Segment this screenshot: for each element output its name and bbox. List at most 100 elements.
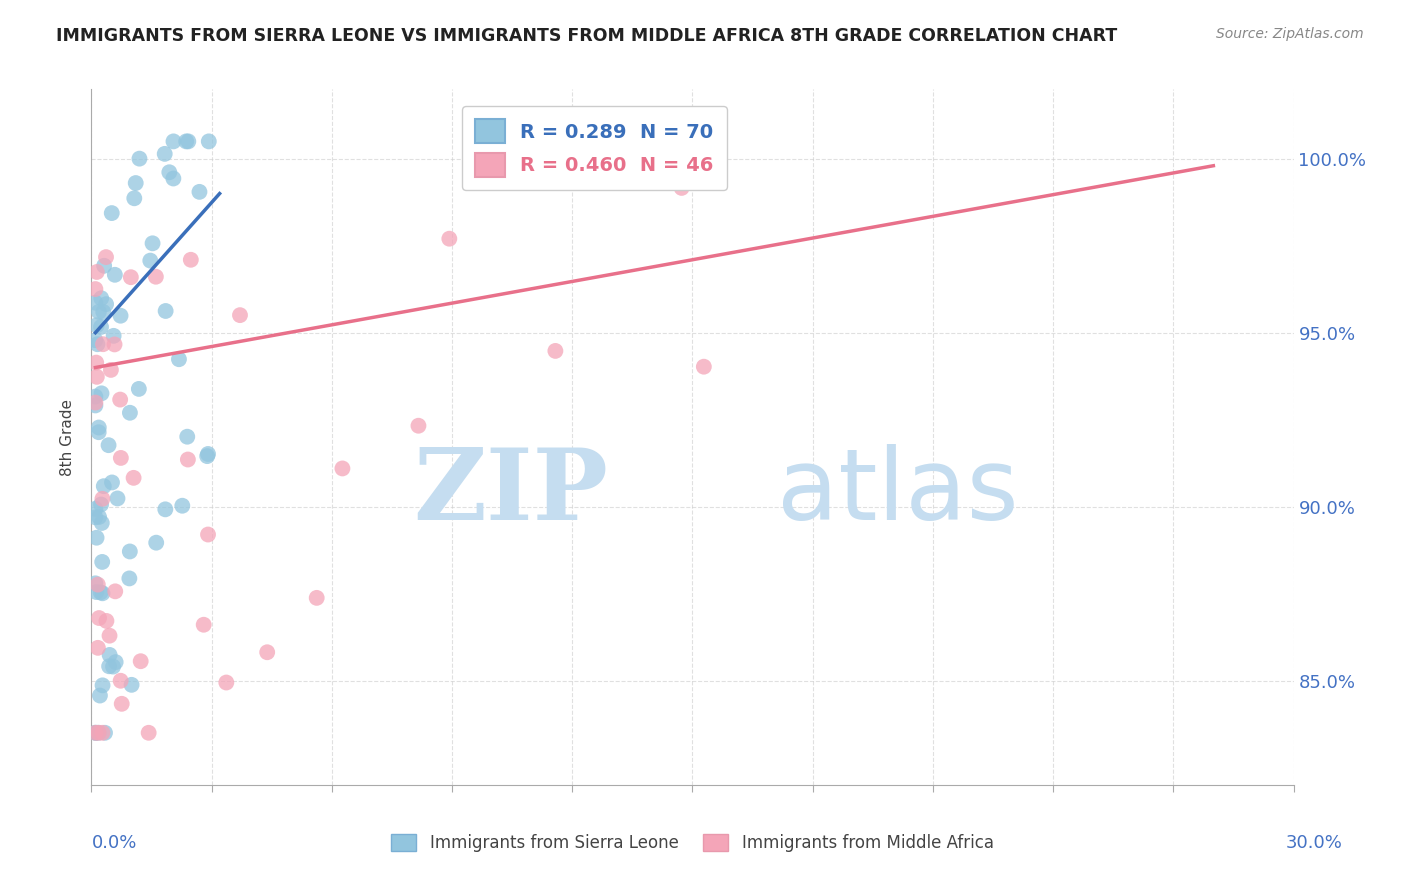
Point [101,659,124,673]
Point [544,343,567,358]
Point [531,145,554,159]
Point [86,585,108,599]
Point [90,516,112,530]
Text: Source: ZipAtlas.com: Source: ZipAtlas.com [1216,27,1364,41]
Point [100,363,122,377]
Point [91,678,114,692]
Point [84,399,107,413]
Point [87,425,110,440]
Point [87,420,110,434]
Point [87,640,110,655]
Point [84,390,107,404]
Point [155,502,177,516]
Point [120,270,142,285]
Point [84,725,107,739]
Point [124,191,146,205]
Text: ZIP: ZIP [413,444,609,541]
Point [145,535,167,549]
Point [107,491,129,506]
Point [198,135,221,149]
Point [84,295,107,310]
Point [162,171,184,186]
Text: atlas: atlas [776,444,1018,541]
Point [86,369,108,384]
Point [157,165,180,179]
Point [614,145,637,159]
Point [155,304,177,318]
Point [84,576,107,591]
Legend: Immigrants from Sierra Leone, Immigrants from Middle Africa: Immigrants from Sierra Leone, Immigrants… [382,825,1002,860]
Point [193,617,215,632]
Point [86,318,108,333]
Point [91,586,114,600]
Text: IMMIGRANTS FROM SIERRA LEONE VS IMMIGRANTS FROM MIDDLE AFRICA 8TH GRADE CORRELAT: IMMIGRANTS FROM SIERRA LEONE VS IMMIGRAN… [56,27,1118,45]
Point [90,291,112,305]
Point [501,145,523,159]
Point [104,268,127,282]
Point [98,648,121,662]
Point [176,430,198,444]
Point [87,577,110,591]
Point [84,501,107,516]
Point [180,252,202,267]
Point [110,673,132,688]
Point [91,337,114,351]
Point [91,305,114,319]
Point [84,725,107,739]
Point [439,232,461,246]
Point [305,591,328,605]
Point [87,611,110,625]
Point [103,329,125,343]
Point [94,250,117,264]
Point [108,392,131,407]
Point [98,629,121,643]
Point [172,499,194,513]
Point [153,146,176,161]
Point [118,406,141,420]
Point [104,584,127,599]
Point [90,386,112,401]
Point [197,527,219,541]
Point [197,447,219,461]
Point [91,555,114,569]
Point [129,654,152,668]
Point [98,659,121,673]
Point [101,475,124,490]
Point [188,185,211,199]
Point [167,352,190,367]
Point [693,359,716,374]
Point [87,305,110,319]
Point [93,479,115,493]
Point [91,491,114,506]
Point [86,337,108,351]
Point [86,265,108,279]
Point [90,585,112,599]
Point [84,510,107,524]
Point [408,418,430,433]
Text: 30.0%: 30.0% [1286,834,1343,852]
Point [100,206,122,220]
Point [128,152,150,166]
Point [118,544,141,558]
Point [195,449,218,463]
Point [174,135,197,149]
Point [671,181,693,195]
Point [162,135,184,149]
Point [87,725,110,739]
Point [128,382,150,396]
Point [84,333,107,347]
Point [104,655,127,669]
Point [229,308,252,322]
Point [84,356,107,370]
Point [142,236,165,251]
Point [84,725,107,739]
Point [702,145,724,159]
Point [145,269,167,284]
Point [90,498,112,512]
Point [121,678,143,692]
Point [111,697,134,711]
Point [94,297,117,311]
Point [139,253,162,268]
Point [89,689,111,703]
Point [125,176,148,190]
